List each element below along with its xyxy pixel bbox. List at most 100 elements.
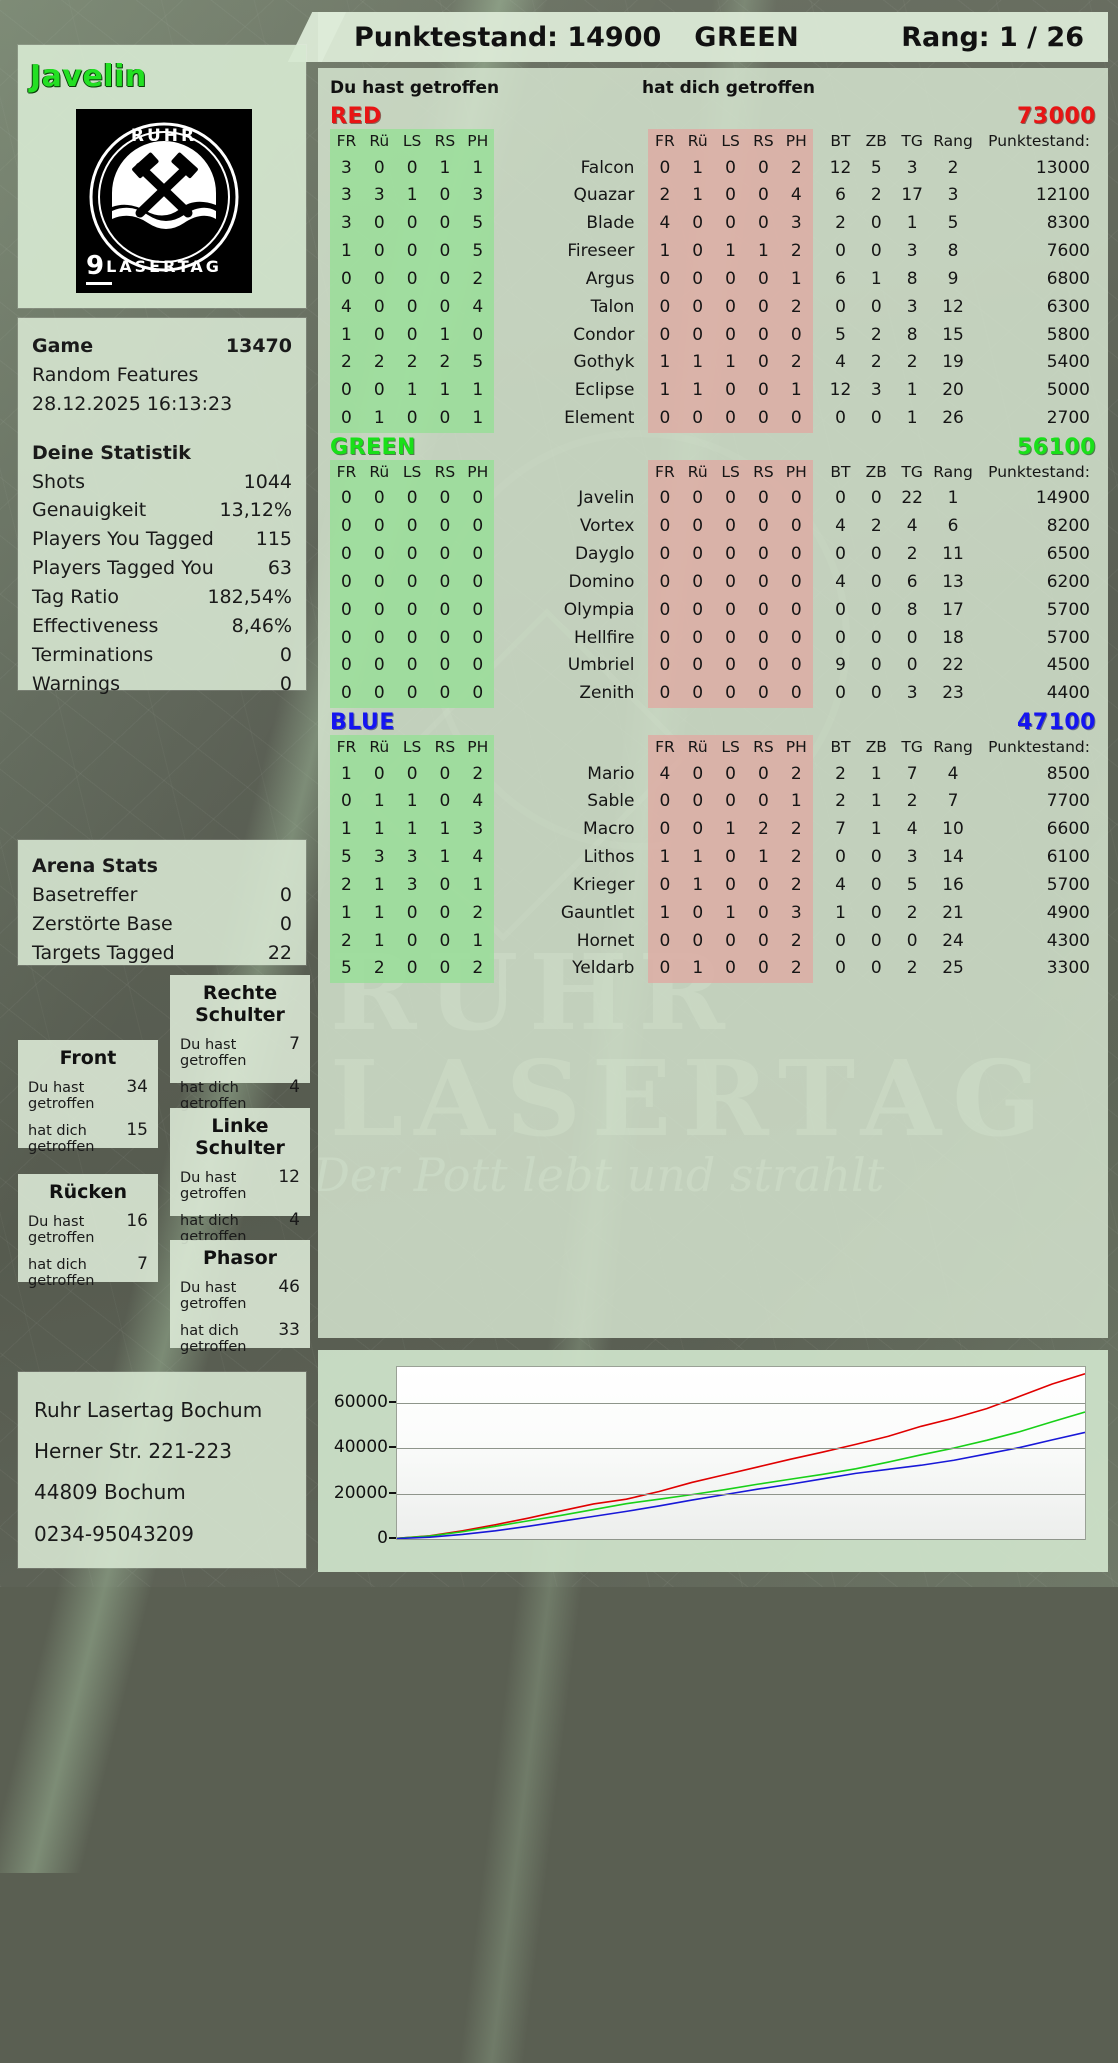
cell-them-Rü: 1: [681, 154, 715, 183]
cell-rang: 22: [942, 655, 964, 676]
ruhr-lasertag-logo: RUHR LASERTAG 9: [76, 109, 252, 293]
cell-you-RS: 0: [428, 238, 462, 266]
cell-them-FR: 0: [648, 871, 682, 900]
cell-you-FR: 2: [330, 871, 363, 900]
cell-gap: [813, 597, 823, 625]
cell-you-LS: 0: [395, 760, 429, 789]
col-you-FR: FR: [330, 129, 363, 155]
zone-them-value: 4: [289, 1210, 300, 1230]
cell-you-Rü: 0: [362, 377, 396, 405]
cell-gap: [813, 872, 823, 900]
arena-stat-row: Zerstörte Base 0: [32, 910, 292, 939]
team-table-blue: FR Rü LS RS PH FR Rü LS RS PH BT ZB TG Rang Punktestan…: [330, 735, 1096, 984]
table-row: 2 1 0 0 1 Hornet 0 0 0 0 2 0 0 0 24 4300: [330, 927, 1096, 956]
cell-you-LS: 0: [395, 405, 429, 433]
address-line: 0234-95043209: [34, 1521, 194, 1546]
chart-line-green: [397, 1412, 1085, 1538]
cell-you-LS: 0: [395, 955, 429, 984]
venue-address-panel: Ruhr Lasertag Bochum Herner Str. 221-223 4…: [18, 1372, 306, 1568]
cell-punktestand: 6300: [1046, 296, 1090, 317]
cell-you-FR: 3: [330, 182, 363, 211]
cell-rang: 13: [942, 571, 964, 592]
col-them-LS: LS: [714, 459, 747, 486]
cell-you-FR: 1: [330, 760, 363, 789]
cell-them-RS: 0: [746, 541, 780, 569]
cell-tg: 3: [906, 241, 918, 262]
col-you-Rü: Rü: [362, 459, 396, 486]
player-stat-label: Terminations: [32, 643, 154, 666]
chart-gridline: [397, 1448, 1085, 1450]
cell-you-FR: 4: [330, 293, 363, 322]
team-header-green: GREEN 56100: [330, 435, 1096, 460]
cell-rang: 10: [942, 819, 964, 840]
cell-rang: 23: [942, 683, 964, 704]
col-you-RS: RS: [428, 735, 462, 761]
cell-punktestand: 6100: [1046, 847, 1090, 868]
chart-ytick-label: 40000: [326, 1437, 396, 1457]
cell-tg: 17: [901, 185, 923, 206]
chart-ytick-label: 60000: [326, 1392, 396, 1412]
cell-bt: 0: [835, 847, 846, 868]
cell-you-FR: 0: [330, 485, 363, 514]
svg-text:RUHR: RUHR: [131, 126, 197, 146]
cell-zb: 0: [870, 627, 882, 648]
svg-text:LASERTAG: LASERTAG: [106, 257, 222, 276]
cell-rang: 25: [942, 958, 964, 979]
cell-punktestand: 7600: [1046, 241, 1090, 262]
team-header-red: RED 73000: [330, 104, 1096, 129]
player-stat-label: Tag Ratio: [32, 586, 119, 608]
cell-bt: 0: [835, 958, 846, 979]
team-table-green: FR Rü LS RS PH FR Rü LS RS PH BT ZB TG Rang Punktestan…: [330, 459, 1096, 708]
cell-zb: 0: [870, 408, 882, 428]
cell-rang: 26: [942, 408, 964, 428]
cell-player-name: Hornet: [576, 930, 635, 951]
cell-tg: 8: [906, 268, 918, 289]
cell-you-FR: 0: [330, 377, 363, 405]
zone-them-row: hat dich getroffen 15: [28, 1120, 148, 1155]
cell-punktestand: 6500: [1046, 544, 1090, 565]
cell-you-RS: 1: [428, 154, 462, 183]
cell-rang: 1: [947, 488, 959, 509]
cell-gap: [813, 652, 823, 680]
cell-punktestand: 5700: [1046, 627, 1090, 648]
cell-them-Rü: 0: [681, 238, 715, 266]
address-line: Herner Str. 221-223: [34, 1439, 232, 1464]
col-you-PH: PH: [461, 129, 495, 155]
cell-them-PH: 0: [779, 405, 813, 433]
cell-you-RS: 0: [428, 513, 462, 542]
cell-bt: 12: [829, 380, 852, 401]
cell-bt: 0: [835, 544, 846, 565]
cell-you-FR: 0: [330, 265, 363, 294]
cell-them-Rü: 1: [681, 955, 715, 984]
cell-punktestand: 5700: [1046, 599, 1090, 620]
cell-you-LS: 0: [395, 541, 429, 569]
cell-you-Rü: 0: [362, 652, 396, 681]
zone-them-value: 33: [278, 1320, 300, 1340]
player-stat-value: 8,46%: [231, 614, 292, 637]
cell-rang: 2: [947, 157, 959, 178]
cell-punktestand: 5400: [1046, 352, 1090, 373]
cell-tg: 4: [906, 516, 918, 537]
cell-rang: 16: [942, 874, 964, 895]
cell-them-LS: 0: [714, 680, 747, 708]
col-them-LS: LS: [714, 129, 747, 155]
cell-you-RS: 0: [428, 210, 462, 239]
cell-gap: [813, 761, 823, 789]
cell-them-Rü: 0: [681, 680, 715, 708]
cell-punktestand: 5000: [1046, 380, 1090, 401]
table-row: 5 3 3 1 4 Lithos 1 1 0 1 2 0 0 3 14 6100: [330, 844, 1096, 872]
cell-player-name: Blade: [586, 213, 635, 234]
cell-them-RS: 1: [747, 844, 780, 872]
cell-tg: 3: [906, 683, 918, 704]
col-bt: BT: [830, 738, 851, 756]
cell-rang: 18: [942, 627, 964, 648]
table-row: 0 0 0 0 0 Hellfire 0 0 0 0 0 0 0 0 18 5700: [330, 624, 1096, 653]
zone-title: Rechte Schulter: [195, 982, 285, 1026]
cell-them-RS: 0: [746, 154, 780, 183]
cell-tg: 3: [906, 847, 918, 868]
cell-them-PH: 2: [779, 955, 813, 984]
cell-tg: 8: [906, 324, 918, 345]
cell-gap: [813, 541, 823, 569]
cell-rang: 15: [942, 324, 964, 345]
cell-you-PH: 2: [461, 899, 495, 928]
